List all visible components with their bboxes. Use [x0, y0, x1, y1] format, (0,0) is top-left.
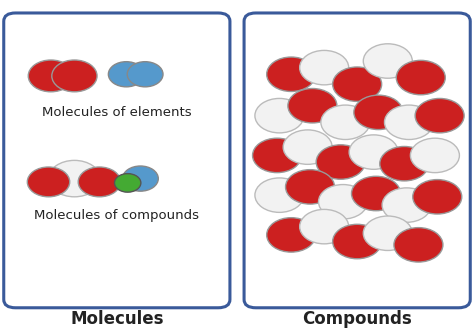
Text: Molecules of elements: Molecules of elements	[42, 106, 191, 119]
Circle shape	[78, 167, 120, 197]
Circle shape	[255, 99, 304, 133]
Circle shape	[115, 174, 141, 192]
Circle shape	[316, 145, 365, 179]
Circle shape	[122, 166, 158, 191]
Circle shape	[48, 160, 100, 197]
Circle shape	[319, 185, 367, 219]
Circle shape	[300, 50, 349, 85]
Circle shape	[255, 178, 304, 212]
Circle shape	[267, 218, 316, 252]
Circle shape	[396, 60, 445, 95]
Circle shape	[352, 176, 401, 211]
Text: Molecules: Molecules	[70, 310, 164, 328]
Circle shape	[28, 60, 73, 92]
Circle shape	[285, 170, 335, 204]
Circle shape	[382, 188, 431, 222]
Circle shape	[333, 224, 382, 259]
Circle shape	[363, 44, 412, 78]
Circle shape	[27, 167, 70, 197]
Circle shape	[253, 138, 301, 173]
Circle shape	[109, 62, 144, 87]
Circle shape	[283, 130, 332, 164]
Circle shape	[410, 138, 459, 173]
Text: Molecules of compounds: Molecules of compounds	[34, 208, 200, 221]
FancyBboxPatch shape	[4, 13, 230, 308]
Circle shape	[384, 105, 434, 140]
Circle shape	[300, 209, 349, 244]
Circle shape	[267, 57, 316, 92]
FancyBboxPatch shape	[244, 13, 470, 308]
Circle shape	[349, 135, 398, 169]
Circle shape	[380, 147, 429, 181]
Circle shape	[52, 60, 97, 92]
Text: Compounds: Compounds	[302, 310, 412, 328]
Circle shape	[127, 62, 163, 87]
Circle shape	[333, 67, 382, 102]
Circle shape	[354, 95, 403, 130]
Circle shape	[394, 227, 443, 262]
Circle shape	[363, 216, 412, 250]
Circle shape	[413, 180, 462, 214]
Circle shape	[415, 99, 464, 133]
Circle shape	[321, 105, 370, 140]
Circle shape	[288, 89, 337, 123]
